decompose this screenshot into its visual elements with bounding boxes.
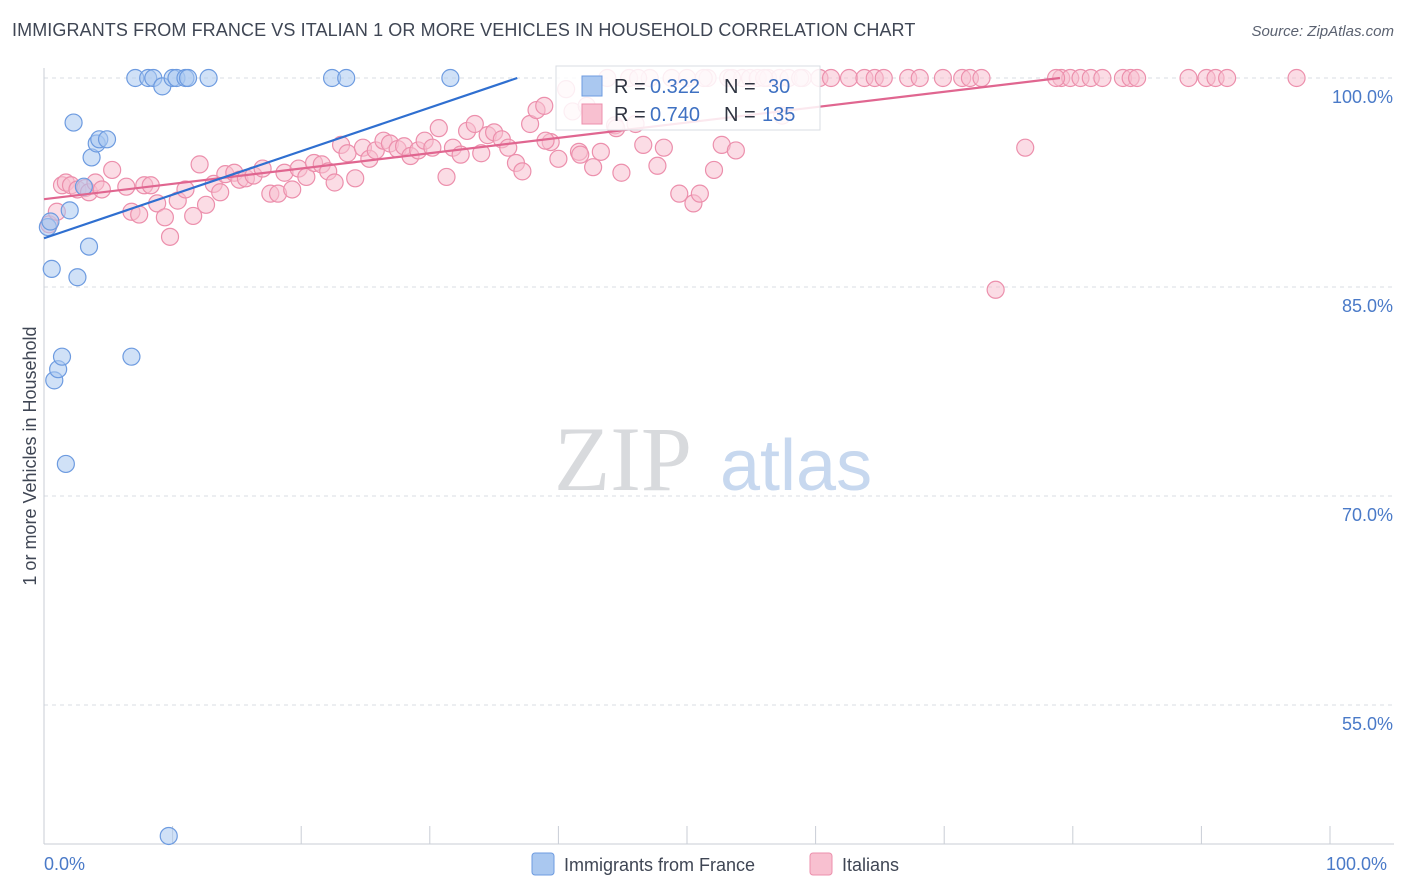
- y-tick-label: 85.0%: [1342, 296, 1393, 316]
- legend-france-swatch: [531, 852, 555, 876]
- y-axis-label: 1 or more Vehicles in Household: [20, 326, 40, 585]
- italians-point: [283, 180, 302, 199]
- france-trend-line: [43, 76, 518, 240]
- italians-trend-line: [43, 76, 1061, 201]
- italians-point: [499, 138, 518, 157]
- italians-point: [211, 183, 230, 202]
- stats-italians-r-label: R =: [614, 104, 646, 126]
- france-point: [74, 177, 93, 196]
- france-point: [178, 68, 198, 88]
- italians-point: [513, 162, 532, 181]
- italians-point: [1179, 68, 1198, 88]
- stats-italians-n-value: 135: [762, 104, 795, 126]
- italians-point: [103, 160, 122, 180]
- italians-point: [535, 96, 554, 115]
- france-point: [64, 113, 83, 132]
- y-tick-label: 55.0%: [1342, 714, 1393, 734]
- italians-point: [117, 177, 136, 196]
- stats-legend: R = 0.322 N = 30 R = 0.740 N = 135: [555, 65, 821, 131]
- france-point: [41, 212, 60, 231]
- legend-italians-label: Italians: [842, 855, 899, 875]
- france-point: [79, 237, 99, 256]
- italians-point: [584, 158, 603, 177]
- italians-point: [670, 184, 689, 203]
- italians-point: [933, 68, 953, 88]
- stats-france-r-label: R =: [614, 76, 646, 98]
- series-legend: Immigrants from France Italians: [531, 852, 899, 876]
- legend-france-label: Immigrants from France: [564, 855, 755, 875]
- italians-point: [571, 145, 590, 164]
- watermark-zip: ZIP: [554, 408, 692, 510]
- stats-france-n-value: 30: [768, 76, 790, 98]
- italians-point: [184, 206, 203, 226]
- france-point: [68, 268, 87, 287]
- italians-point: [648, 156, 667, 175]
- italians-point: [92, 180, 111, 199]
- italians-point: [821, 68, 841, 88]
- italians-point: [910, 68, 929, 88]
- watermark-atlas: atlas: [720, 426, 872, 506]
- axes: [43, 68, 1394, 845]
- france-point: [52, 347, 72, 366]
- italians-point: [155, 208, 174, 227]
- stats-france-r-value: 0.322: [650, 76, 700, 98]
- italians-point: [1093, 68, 1112, 88]
- legend-italians-swatch: [809, 852, 833, 876]
- italians-point: [839, 68, 859, 88]
- france-point: [159, 826, 178, 846]
- italians-point: [986, 280, 1005, 299]
- italians-point: [549, 149, 568, 168]
- y-tick-label: 100.0%: [1332, 87, 1393, 107]
- france-point: [199, 68, 218, 88]
- italians-point: [654, 138, 673, 157]
- italians-point: [429, 119, 448, 138]
- france-point: [122, 347, 141, 366]
- italians-point: [972, 68, 991, 88]
- france-point: [56, 454, 75, 474]
- france-point: [337, 68, 356, 88]
- stats-legend-italians-swatch: [581, 103, 603, 125]
- stats-france-n-label: N =: [724, 76, 756, 98]
- france-point: [97, 130, 117, 149]
- italians-point: [726, 141, 745, 160]
- x-tick-label-max: 100.0%: [1326, 854, 1387, 874]
- italians-point: [437, 167, 456, 187]
- italians-point: [874, 68, 893, 88]
- italians-point: [325, 173, 344, 192]
- x-ticks: [43, 826, 1331, 844]
- italians-point: [634, 135, 653, 154]
- france-point: [42, 259, 61, 278]
- italians-point: [465, 114, 484, 134]
- x-tick-label-min: 0.0%: [44, 854, 85, 874]
- stats-legend-france-swatch: [581, 75, 603, 97]
- chart-title: IMMIGRANTS FROM FRANCE VS ITALIAN 1 OR M…: [12, 20, 916, 40]
- italians-point: [190, 155, 209, 174]
- italians-point: [690, 184, 709, 203]
- stats-italians-n-label: N =: [724, 104, 756, 126]
- italians-point: [338, 144, 357, 163]
- italians-point: [1016, 138, 1035, 157]
- italians-point: [1127, 68, 1147, 88]
- y-tick-label: 70.0%: [1342, 505, 1393, 525]
- italians-point: [612, 163, 631, 182]
- italians-point: [1218, 68, 1237, 88]
- y-tick-labels: 100.0% 85.0% 70.0% 55.0%: [1332, 87, 1393, 734]
- italians-point: [591, 142, 610, 161]
- series-france-points: [38, 68, 460, 846]
- france-point: [60, 201, 79, 220]
- italians-point: [196, 195, 216, 214]
- italians-point: [1287, 68, 1306, 88]
- italians-point: [160, 227, 180, 246]
- italians-point: [346, 169, 365, 188]
- stats-italians-r-value: 0.740: [650, 104, 700, 126]
- italians-point: [704, 160, 724, 180]
- france-point: [441, 68, 460, 88]
- italians-point: [472, 144, 491, 163]
- trend-lines: [43, 76, 1061, 240]
- source-label: Source: ZipAtlas.com: [1251, 23, 1394, 40]
